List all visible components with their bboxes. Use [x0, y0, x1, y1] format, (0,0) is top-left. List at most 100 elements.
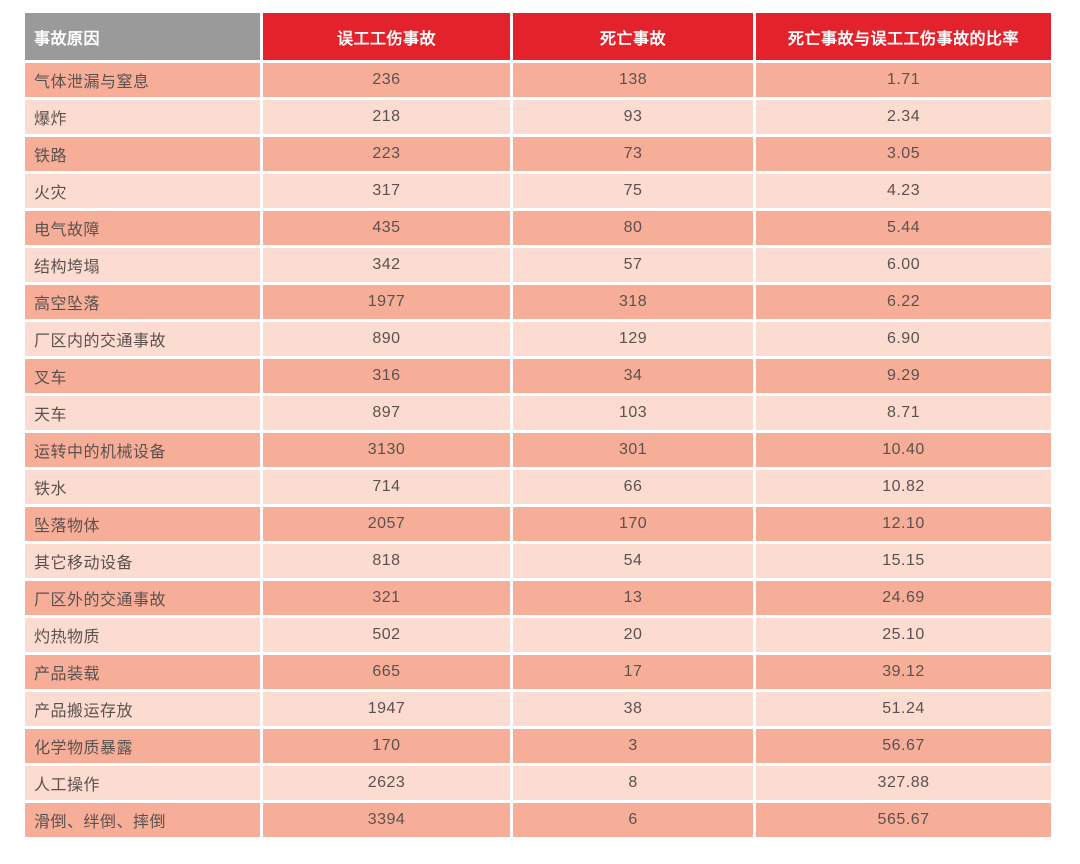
- cause-cell: 叉车: [25, 359, 260, 393]
- value-cell: 502: [262, 618, 511, 652]
- value-cell: 57: [513, 248, 754, 282]
- header-cell-ratio: 死亡事故与误工工伤事故的比率: [756, 13, 1051, 60]
- cause-cell: 灼热物质: [25, 618, 260, 652]
- value-cell: 80: [513, 211, 754, 245]
- table-row: 厂区内的交通事故 890 129 6.90: [25, 322, 1051, 356]
- value-cell: 2.34: [756, 100, 1051, 134]
- value-cell: 317: [262, 174, 511, 208]
- table-body: 气体泄漏与窒息 236 138 1.71 爆炸 218 93 2.34 铁路 223 73 3.05 火…: [25, 63, 1051, 837]
- value-cell: 818: [262, 544, 511, 578]
- value-cell: 12.10: [756, 507, 1051, 541]
- value-cell: 1.71: [756, 63, 1051, 97]
- accident-table: 事故原因 误工工伤事故 死亡事故 死亡事故与误工工伤事故的比率 气体泄漏与窒息 2…: [22, 10, 1054, 840]
- cause-cell: 产品装载: [25, 655, 260, 689]
- value-cell: 9.29: [756, 359, 1051, 393]
- value-cell: 6.00: [756, 248, 1051, 282]
- table-row: 产品装载 665 17 39.12: [25, 655, 1051, 689]
- table-row: 运转中的机械设备 3130 301 10.40: [25, 433, 1051, 467]
- value-cell: 34: [513, 359, 754, 393]
- header-cell-cause: 事故原因: [25, 13, 260, 60]
- cause-cell: 化学物质暴露: [25, 729, 260, 763]
- cause-cell: 厂区外的交通事故: [25, 581, 260, 615]
- value-cell: 890: [262, 322, 511, 356]
- value-cell: 3130: [262, 433, 511, 467]
- table-row: 灼热物质 502 20 25.10: [25, 618, 1051, 652]
- value-cell: 15.15: [756, 544, 1051, 578]
- table-row: 叉车 316 34 9.29: [25, 359, 1051, 393]
- value-cell: 4.23: [756, 174, 1051, 208]
- table-row: 电气故障 435 80 5.44: [25, 211, 1051, 245]
- value-cell: 6.22: [756, 285, 1051, 319]
- value-cell: 10.40: [756, 433, 1051, 467]
- value-cell: 8: [513, 766, 754, 800]
- table-row: 结构垮塌 342 57 6.00: [25, 248, 1051, 282]
- value-cell: 170: [262, 729, 511, 763]
- value-cell: 342: [262, 248, 511, 282]
- cause-cell: 产品搬运存放: [25, 692, 260, 726]
- value-cell: 318: [513, 285, 754, 319]
- cause-cell: 铁水: [25, 470, 260, 504]
- value-cell: 316: [262, 359, 511, 393]
- cause-cell: 坠落物体: [25, 507, 260, 541]
- cause-cell: 厂区内的交通事故: [25, 322, 260, 356]
- value-cell: 24.69: [756, 581, 1051, 615]
- table-row: 化学物质暴露 170 3 56.67: [25, 729, 1051, 763]
- value-cell: 17: [513, 655, 754, 689]
- value-cell: 54: [513, 544, 754, 578]
- cause-cell: 爆炸: [25, 100, 260, 134]
- table-row: 产品搬运存放 1947 38 51.24: [25, 692, 1051, 726]
- value-cell: 3.05: [756, 137, 1051, 171]
- value-cell: 3394: [262, 803, 511, 837]
- value-cell: 301: [513, 433, 754, 467]
- value-cell: 38: [513, 692, 754, 726]
- value-cell: 2057: [262, 507, 511, 541]
- value-cell: 565.67: [756, 803, 1051, 837]
- value-cell: 5.44: [756, 211, 1051, 245]
- value-cell: 6: [513, 803, 754, 837]
- value-cell: 20: [513, 618, 754, 652]
- value-cell: 13: [513, 581, 754, 615]
- cause-cell: 天车: [25, 396, 260, 430]
- cause-cell: 运转中的机械设备: [25, 433, 260, 467]
- value-cell: 103: [513, 396, 754, 430]
- value-cell: 56.67: [756, 729, 1051, 763]
- cause-cell: 火灾: [25, 174, 260, 208]
- value-cell: 665: [262, 655, 511, 689]
- value-cell: 6.90: [756, 322, 1051, 356]
- cause-cell: 人工操作: [25, 766, 260, 800]
- value-cell: 223: [262, 137, 511, 171]
- value-cell: 218: [262, 100, 511, 134]
- table-row: 气体泄漏与窒息 236 138 1.71: [25, 63, 1051, 97]
- cause-cell: 结构垮塌: [25, 248, 260, 282]
- value-cell: 2623: [262, 766, 511, 800]
- table-row: 天车 897 103 8.71: [25, 396, 1051, 430]
- value-cell: 1947: [262, 692, 511, 726]
- cause-cell: 气体泄漏与窒息: [25, 63, 260, 97]
- table-row: 火灾 317 75 4.23: [25, 174, 1051, 208]
- value-cell: 236: [262, 63, 511, 97]
- value-cell: 897: [262, 396, 511, 430]
- cause-cell: 铁路: [25, 137, 260, 171]
- value-cell: 75: [513, 174, 754, 208]
- cause-cell: 电气故障: [25, 211, 260, 245]
- value-cell: 714: [262, 470, 511, 504]
- value-cell: 51.24: [756, 692, 1051, 726]
- table-row: 厂区外的交通事故 321 13 24.69: [25, 581, 1051, 615]
- header-cell-lost-time-injuries: 误工工伤事故: [262, 13, 511, 60]
- table-row: 其它移动设备 818 54 15.15: [25, 544, 1051, 578]
- table-row: 铁水 714 66 10.82: [25, 470, 1051, 504]
- table-row: 高空坠落 1977 318 6.22: [25, 285, 1051, 319]
- value-cell: 129: [513, 322, 754, 356]
- value-cell: 73: [513, 137, 754, 171]
- table-row: 滑倒、绊倒、摔倒 3394 6 565.67: [25, 803, 1051, 837]
- table-row: 爆炸 218 93 2.34: [25, 100, 1051, 134]
- value-cell: 170: [513, 507, 754, 541]
- value-cell: 3: [513, 729, 754, 763]
- cause-cell: 高空坠落: [25, 285, 260, 319]
- cause-cell: 其它移动设备: [25, 544, 260, 578]
- header-cell-fatal-accidents: 死亡事故: [513, 13, 754, 60]
- value-cell: 321: [262, 581, 511, 615]
- value-cell: 66: [513, 470, 754, 504]
- table-row: 人工操作 2623 8 327.88: [25, 766, 1051, 800]
